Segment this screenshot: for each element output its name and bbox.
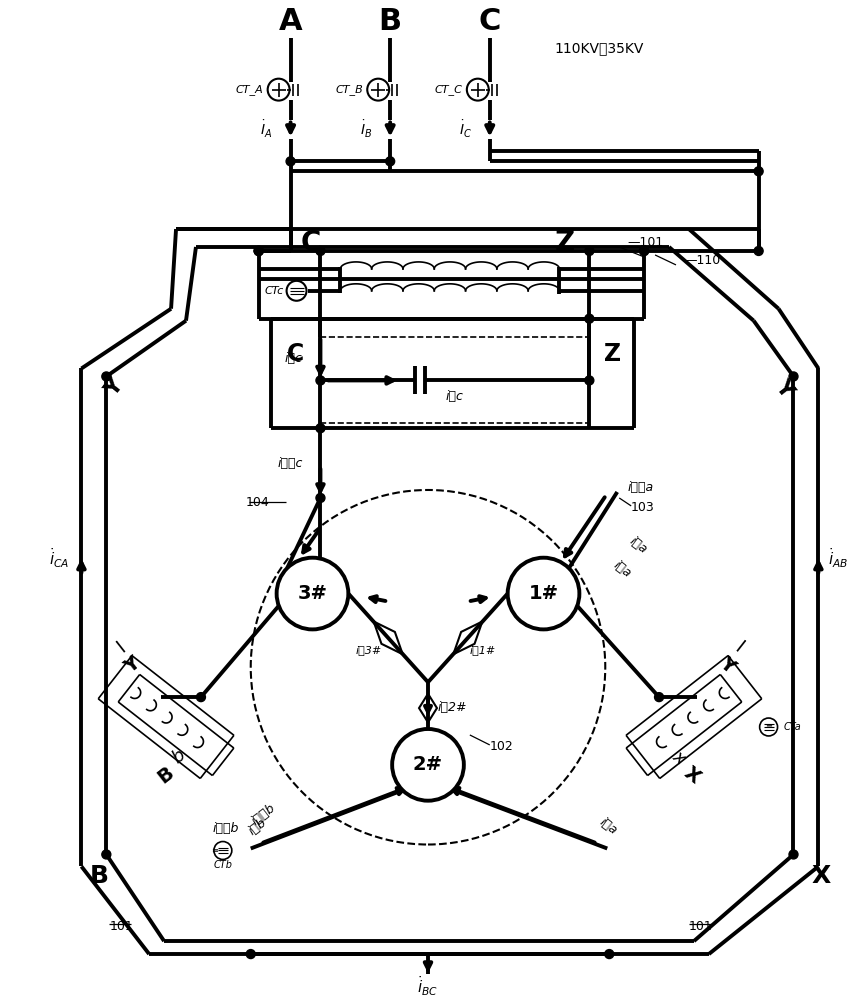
Text: C: C (300, 229, 321, 257)
Text: $\dot{I}_A$: $\dot{I}_A$ (261, 119, 273, 140)
Circle shape (316, 376, 325, 385)
Circle shape (392, 729, 464, 801)
Circle shape (316, 424, 325, 433)
Circle shape (585, 376, 594, 385)
Circle shape (639, 246, 649, 255)
Text: i极3#: i极3# (355, 645, 381, 655)
Circle shape (655, 693, 663, 702)
Circle shape (386, 157, 395, 166)
Text: CTb: CTb (214, 860, 233, 870)
Text: $\dot{I}_C$: $\dot{I}_C$ (459, 119, 472, 140)
Text: B: B (154, 763, 178, 787)
Text: B: B (89, 864, 108, 888)
Text: I: I (113, 638, 130, 657)
Text: A: A (279, 7, 302, 36)
Text: CTa: CTa (783, 722, 801, 732)
Text: i低b: i低b (245, 816, 269, 838)
Circle shape (196, 693, 205, 702)
Circle shape (102, 850, 111, 859)
Text: i补后c: i补后c (277, 457, 303, 470)
Text: i低a: i低a (596, 816, 619, 837)
Circle shape (585, 314, 594, 323)
Text: i极2#: i极2# (438, 701, 468, 714)
Circle shape (605, 950, 613, 959)
Text: i补后b: i补后b (249, 801, 277, 828)
Circle shape (276, 558, 348, 629)
Text: CTc: CTc (264, 286, 284, 296)
Text: —101: —101 (627, 236, 663, 249)
Text: I: I (731, 638, 746, 657)
Circle shape (639, 246, 649, 255)
Text: $\dot{I}_B$: $\dot{I}_B$ (360, 119, 372, 140)
Circle shape (316, 246, 325, 255)
Text: x: x (669, 747, 689, 767)
Text: $\dot{i}_{BC}$: $\dot{i}_{BC}$ (418, 974, 438, 998)
Text: X: X (812, 864, 831, 888)
Circle shape (254, 246, 263, 255)
Text: 110KV或35KV: 110KV或35KV (554, 41, 644, 55)
Text: 101: 101 (689, 920, 713, 933)
Circle shape (585, 246, 594, 255)
Text: i补后b: i补后b (213, 822, 239, 835)
Text: $\dot{i}_{AB}$: $\dot{i}_{AB}$ (828, 546, 849, 570)
Circle shape (102, 372, 111, 381)
Text: CT_A: CT_A (236, 84, 263, 95)
Text: 102: 102 (490, 740, 513, 753)
Text: $\dot{i}_{CA}$: $\dot{i}_{CA}$ (49, 546, 69, 570)
Circle shape (789, 372, 798, 381)
Text: 1#: 1# (529, 584, 559, 603)
Text: 2#: 2# (413, 755, 443, 774)
Text: i低a: i低a (627, 535, 650, 557)
Text: CT_B: CT_B (335, 84, 363, 95)
Text: b: b (169, 746, 189, 767)
Text: Y: Y (770, 376, 796, 401)
Circle shape (286, 157, 295, 166)
Text: CT_C: CT_C (435, 84, 462, 95)
Text: X: X (680, 763, 704, 787)
Circle shape (754, 246, 763, 255)
Circle shape (316, 493, 325, 502)
Text: 103: 103 (631, 501, 655, 514)
Text: i补c: i补c (446, 390, 464, 403)
Text: Y: Y (121, 653, 143, 677)
Text: i低c: i低c (285, 352, 303, 365)
Text: 3#: 3# (298, 584, 328, 603)
Circle shape (246, 950, 255, 959)
Text: B: B (378, 7, 402, 36)
Text: Z: Z (554, 229, 575, 257)
Text: 101: 101 (109, 920, 133, 933)
Text: ≡: ≡ (765, 722, 772, 731)
Text: i补后a: i补后a (627, 481, 653, 494)
Circle shape (789, 850, 798, 859)
Text: —110: —110 (684, 254, 720, 267)
Text: C: C (287, 342, 305, 366)
Text: Y: Y (716, 653, 738, 677)
Text: i极1#: i极1# (469, 645, 496, 655)
Circle shape (754, 167, 763, 176)
Text: C: C (479, 7, 501, 36)
Text: Y: Y (101, 376, 127, 401)
Circle shape (254, 246, 263, 255)
Text: Z: Z (604, 342, 621, 366)
Text: 104: 104 (245, 496, 269, 509)
Circle shape (254, 246, 263, 255)
Text: i补a: i补a (611, 559, 634, 581)
Text: ≡: ≡ (211, 846, 219, 855)
Circle shape (508, 558, 579, 629)
